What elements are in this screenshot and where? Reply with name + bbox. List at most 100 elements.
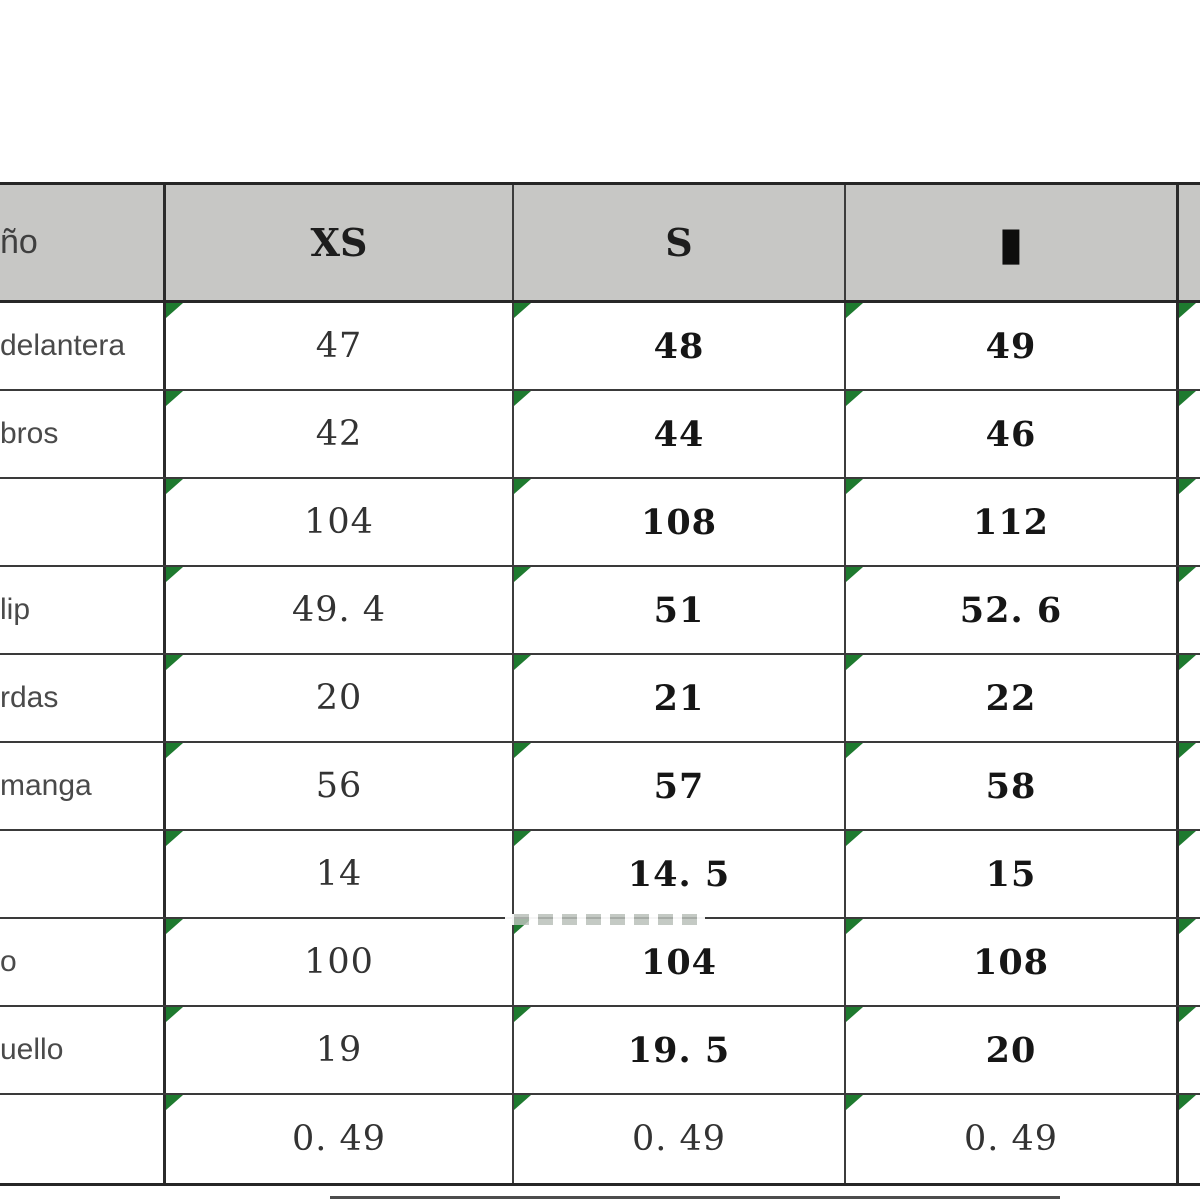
size-chart-table: ño XS S ▮ delantera 47 48 49 — [0, 182, 1200, 1186]
cell-value: 52. 6 — [959, 589, 1063, 631]
table-row: lip 49. 4 51 52. 6 — [0, 567, 1200, 655]
cell-cutoff — [1179, 919, 1200, 1005]
cell-corner-marker-icon — [514, 1007, 531, 1022]
cell-corner-marker-icon — [846, 1007, 863, 1022]
row-label-cell: o — [0, 919, 166, 1005]
cell-m: 58 — [846, 743, 1179, 829]
cell-s: 48 — [514, 303, 846, 389]
cell-value: 14. 5 — [627, 853, 731, 895]
header-text-s: S — [665, 220, 693, 265]
cell-corner-marker-icon — [166, 831, 183, 846]
header-cell-cutoff — [1179, 185, 1200, 300]
cell-corner-marker-icon — [1179, 479, 1196, 494]
cell-corner-marker-icon — [166, 1007, 183, 1022]
row-label: lip — [0, 593, 31, 626]
cell-s: 21 — [514, 655, 846, 741]
cell-m: 49 — [846, 303, 1179, 389]
cell-s: 51 — [514, 567, 846, 653]
cell-corner-marker-icon — [514, 655, 531, 670]
cell-corner-marker-icon — [846, 303, 863, 318]
table-row: 14 14. 5 15 — [0, 831, 1200, 919]
table-row: uello 19 19. 5 20 — [0, 1007, 1200, 1095]
cell-value: 14 — [315, 854, 363, 894]
bottom-cutoff-line — [330, 1196, 1060, 1199]
cell-value: 22 — [985, 677, 1037, 719]
cell-value: 104 — [640, 941, 718, 983]
table-row: 0. 49 0. 49 0. 49 — [0, 1095, 1200, 1186]
cell-value: 104 — [304, 502, 374, 542]
cell-value: 19. 5 — [627, 1029, 731, 1071]
table-row: delantera 47 48 49 — [0, 303, 1200, 391]
cell-corner-marker-icon — [1179, 1007, 1196, 1022]
cell-value: 15 — [985, 853, 1037, 895]
cell-m: 112 — [846, 479, 1179, 565]
cell-s: 44 — [514, 391, 846, 477]
cell-value: 51 — [653, 589, 705, 631]
cell-corner-marker-icon — [514, 1095, 531, 1110]
cell-s: 108 — [514, 479, 846, 565]
cell-value: 47 — [315, 326, 363, 366]
cell-value: 42 — [315, 414, 363, 454]
cell-corner-marker-icon — [846, 391, 863, 406]
header-cell-m: ▮ — [846, 185, 1179, 300]
cell-value: 56 — [315, 766, 363, 806]
cell-cutoff — [1179, 1095, 1200, 1183]
cell-s: 0. 49 — [514, 1095, 846, 1183]
cell-xs: 14 — [166, 831, 514, 917]
cell-corner-marker-icon — [166, 303, 183, 318]
row-label-cell: bros — [0, 391, 166, 477]
cell-corner-marker-icon — [166, 1095, 183, 1110]
cell-corner-marker-icon — [166, 479, 183, 494]
cell-xs: 47 — [166, 303, 514, 389]
cell-m: 0. 49 — [846, 1095, 1179, 1183]
cell-value: 58 — [985, 765, 1037, 807]
table-header-row: ño XS S ▮ — [0, 185, 1200, 303]
row-label: delantera — [0, 329, 126, 362]
row-label-cell: rdas — [0, 655, 166, 741]
cell-cutoff — [1179, 1007, 1200, 1093]
header-label-cell: ño — [0, 185, 166, 300]
cell-value: 0. 49 — [631, 1119, 727, 1159]
header-text-xs: XS — [310, 220, 368, 265]
cell-corner-marker-icon — [1179, 743, 1196, 758]
cell-xs: 0. 49 — [166, 1095, 514, 1183]
cell-corner-marker-icon — [846, 919, 863, 934]
cell-value: 20 — [985, 1029, 1037, 1071]
cell-corner-marker-icon — [514, 831, 531, 846]
cell-value: 20 — [315, 678, 363, 718]
cell-corner-marker-icon — [166, 567, 183, 582]
cell-value: 57 — [653, 765, 705, 807]
header-label-fragment: ño — [0, 223, 38, 261]
cell-corner-marker-icon — [846, 655, 863, 670]
table-row: 104 108 112 — [0, 479, 1200, 567]
cell-corner-marker-icon — [1179, 567, 1196, 582]
row-label-cell: uello — [0, 1007, 166, 1093]
row-label-cell — [0, 1095, 166, 1183]
cell-m: 22 — [846, 655, 1179, 741]
cell-corner-marker-icon — [514, 303, 531, 318]
cell-corner-marker-icon — [166, 743, 183, 758]
row-label: o — [0, 945, 17, 978]
row-label-cell: manga — [0, 743, 166, 829]
cell-xs: 20 — [166, 655, 514, 741]
cell-corner-marker-icon — [514, 479, 531, 494]
cell-value: 44 — [653, 413, 705, 455]
header-text-m-block: ▮ — [998, 215, 1024, 270]
cell-m: 20 — [846, 1007, 1179, 1093]
row-label: uello — [0, 1033, 64, 1066]
cell-xs: 56 — [166, 743, 514, 829]
cell-corner-marker-icon — [1179, 391, 1196, 406]
cell-cutoff — [1179, 479, 1200, 565]
cell-cutoff — [1179, 303, 1200, 389]
row-label-cell — [0, 479, 166, 565]
row-label-cell — [0, 831, 166, 917]
cell-xs: 42 — [166, 391, 514, 477]
row-label: manga — [0, 769, 92, 802]
header-cell-xs: XS — [166, 185, 514, 300]
cell-corner-marker-icon — [514, 743, 531, 758]
row-label: bros — [0, 417, 59, 450]
cell-corner-marker-icon — [166, 391, 183, 406]
cell-xs: 104 — [166, 479, 514, 565]
cell-cutoff — [1179, 831, 1200, 917]
cell-s: 14. 5 — [514, 831, 846, 917]
